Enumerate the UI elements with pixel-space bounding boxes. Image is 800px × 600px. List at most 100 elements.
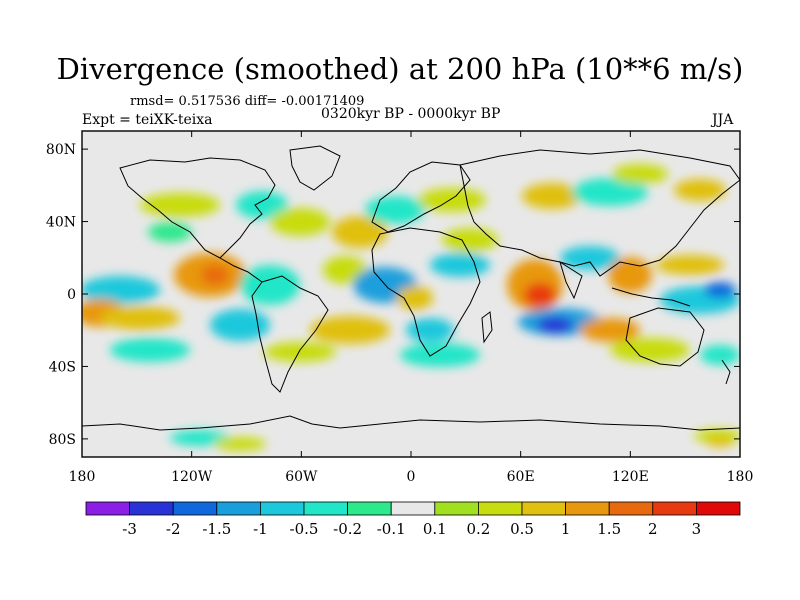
colorbar-swatch [521, 501, 566, 516]
field-blob [704, 282, 736, 298]
colorbar [85, 501, 741, 516]
field-blob [170, 430, 230, 446]
divergence-field [82, 164, 740, 451]
colorbar-swatch [172, 501, 218, 516]
field-blob [397, 286, 433, 310]
colorbar-label: -0.5 [290, 520, 319, 538]
lat-label: 40N [46, 215, 76, 231]
field-blob [400, 343, 480, 367]
field-blob [430, 253, 490, 277]
lat-label: 0 [67, 287, 76, 303]
coast-antarctica [82, 415, 740, 431]
lon-label: 60E [507, 469, 535, 485]
field-blob [442, 228, 498, 252]
lat-label: 80N [46, 142, 76, 158]
lon-label: 0 [407, 469, 416, 485]
field-blob [580, 318, 640, 342]
period-label: 0320kyr BP - 0000kyr BP [321, 106, 501, 122]
colorbar-label: -2 [166, 520, 181, 538]
coast-india [559, 260, 583, 300]
colorbar-swatch [608, 501, 654, 516]
colorbar-swatch [129, 501, 174, 516]
colorbar-label: -0.1 [377, 520, 406, 538]
colorbar-labels: -3 -2 -1.5 -1 -0.5 -0.2 -0.1 0.1 0.2 0.5 1 1.5 2 3 [122, 520, 701, 538]
season-label: JJA [712, 112, 734, 128]
colorbar-label: -1.5 [202, 520, 231, 538]
colorbar-label: -3 [122, 520, 137, 538]
colorbar-swatch [434, 501, 479, 516]
coast-south-america [251, 275, 329, 393]
field-blob [82, 276, 160, 304]
field-blob [612, 164, 668, 184]
field-blob [608, 257, 652, 293]
experiment-label: Expt = teiXK-teixa [82, 112, 213, 128]
colorbar-label: 0.2 [466, 520, 490, 538]
colorbar-swatch [85, 501, 130, 516]
colorbar-swatch [652, 501, 697, 516]
colorbar-label: 2 [648, 520, 658, 538]
field-blob [524, 283, 556, 307]
colorbar-swatch [216, 501, 261, 516]
field-blob [656, 255, 724, 275]
map-title: Divergence (smoothed) at 200 hPa (10**6 … [56, 52, 744, 86]
coast-africa [371, 227, 481, 357]
field-blob [572, 178, 648, 206]
latitude-labels: 80N 40N 0 40S 80S [46, 142, 76, 448]
coast-madagascar [481, 311, 493, 344]
coast-europe [371, 161, 471, 233]
lat-label: 80S [49, 432, 76, 448]
colorbar-swatch [565, 501, 610, 516]
field-blob [332, 216, 388, 248]
coast-new-zealand [721, 359, 731, 385]
field-blob [214, 437, 266, 451]
colorbar-label: 3 [692, 520, 702, 538]
colorbar-swatch [303, 501, 348, 516]
stats-label: rmsd= 0.517536 diff= -0.00171409 [130, 94, 365, 109]
colorbar-label: 1 [561, 520, 571, 538]
colorbar-label: 1.5 [597, 520, 621, 538]
field-blob [270, 208, 330, 236]
field-blob [201, 265, 229, 285]
field-blob [323, 256, 367, 284]
field-blob [706, 437, 734, 447]
field-blob [610, 338, 690, 362]
field-blob [365, 196, 425, 224]
colorbar-label: 0.5 [510, 520, 534, 538]
field-blob [100, 306, 180, 330]
field-blob [537, 317, 573, 333]
longitude-labels: 180 120W 60W 0 60E 120E 180 [69, 469, 754, 485]
field-blob [264, 342, 336, 362]
colorbar-label: -1 [253, 520, 268, 538]
colorbar-swatch [477, 501, 523, 516]
axis-ticks [81, 131, 741, 457]
field-blob [406, 318, 454, 342]
coastlines [82, 145, 740, 431]
lon-label: 180 [69, 469, 96, 485]
coast-north-america [119, 157, 276, 259]
lon-label: 180 [727, 469, 754, 485]
colorbar-swatch [259, 501, 305, 516]
colorbar-label: 0.1 [423, 520, 447, 538]
colorbar-swatch [696, 501, 741, 516]
colorbar-swatch [390, 501, 436, 516]
lon-label: 60W [285, 469, 318, 485]
field-blob [210, 309, 270, 341]
field-blob [418, 188, 486, 212]
field-blob [236, 191, 288, 219]
coast-asia [459, 149, 740, 277]
colorbar-label: -0.2 [333, 520, 362, 538]
field-blob [310, 316, 390, 344]
field-blob [560, 246, 620, 270]
coast-greenland [289, 145, 341, 191]
field-blob [148, 222, 192, 242]
field-blob [110, 338, 190, 362]
field-blob [674, 179, 726, 201]
field-blob [700, 345, 740, 365]
field-blob [240, 265, 300, 305]
lat-label: 40S [49, 359, 76, 375]
field-blob [140, 193, 220, 217]
field-blob [522, 183, 582, 209]
colorbar-swatch [347, 501, 392, 516]
lon-label: 120W [171, 469, 213, 485]
